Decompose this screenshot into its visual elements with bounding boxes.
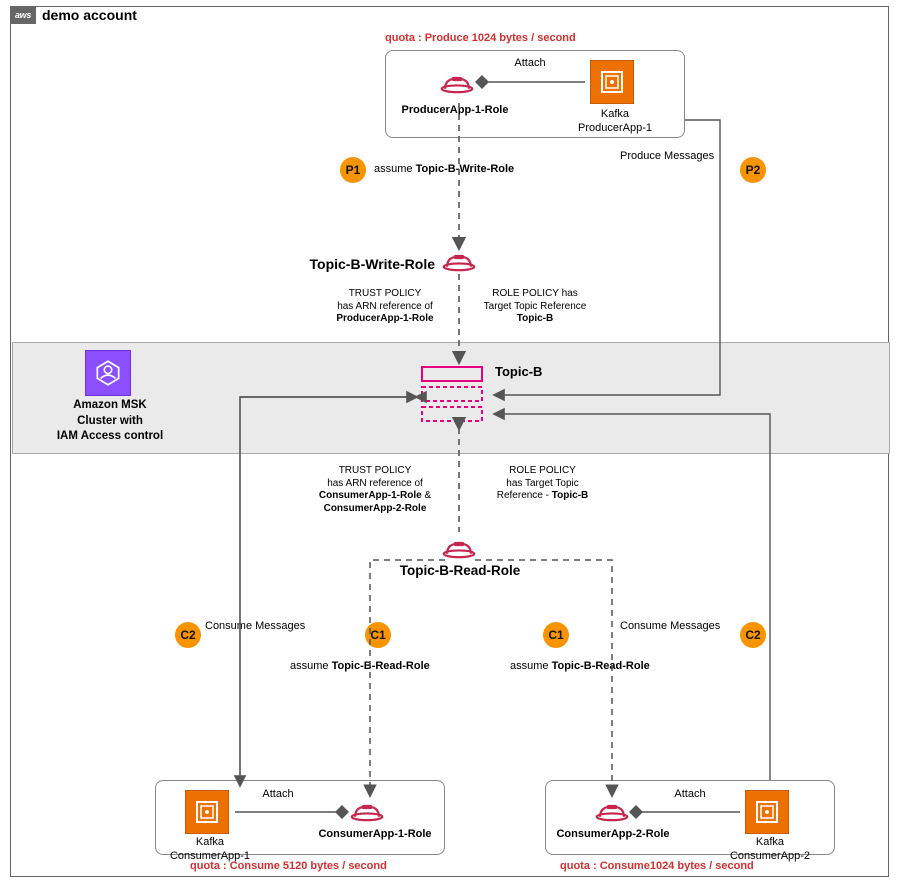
msk-service-icon — [85, 350, 131, 396]
wtp2: has ARN reference of — [337, 301, 433, 312]
topic-b-icon — [420, 365, 486, 428]
write-trust-policy: TRUST POLICY has ARN reference of Produc… — [320, 288, 450, 326]
msk2: Cluster with — [77, 415, 143, 427]
kafka-producer-label-1: Kafka — [601, 108, 629, 120]
assume-read-right-label: assume Topic-B-Read-Role — [510, 660, 690, 674]
rtp3b: ConsumerApp-2-Role — [324, 503, 427, 514]
msk-cluster-label: Amazon MSK Cluster with IAM Access contr… — [45, 398, 175, 445]
arr-p: assume — [510, 660, 552, 672]
step-c2-left: C2 — [175, 622, 201, 648]
arl-r: Topic-B-Read-Role — [332, 660, 430, 672]
producer-attach-label: Attach — [500, 57, 560, 71]
kafka-producer-app-icon — [590, 60, 634, 104]
account-title: demo account — [42, 7, 137, 23]
kafka-producer-label-2: ProducerApp-1 — [578, 122, 652, 134]
consumer2-quota-label: quota : Consume1024 bytes / second — [560, 860, 754, 872]
rrp1: ROLE POLICY — [509, 465, 576, 476]
topic-b-label: Topic-B — [495, 364, 542, 379]
producer-role-icon — [440, 70, 474, 97]
aws-badge-icon: aws — [10, 6, 36, 24]
msk3: IAM Access control — [57, 430, 163, 442]
read-role-title: Topic-B-Read-Role — [380, 563, 540, 580]
step-c2-right: C2 — [740, 622, 766, 648]
wrp1: ROLE POLICY has — [492, 288, 577, 299]
read-role-policy: ROLE POLICY has Target Topic Reference -… — [475, 465, 610, 503]
consumer2-role-icon — [595, 798, 629, 825]
write-role-icon — [442, 248, 476, 275]
kc1-1: Kafka — [196, 836, 224, 848]
producer-role-label: ProducerApp-1-Role — [395, 104, 515, 118]
write-role-policy: ROLE POLICY has Target Topic Reference T… — [470, 288, 600, 326]
consume-messages-left-label: Consume Messages — [205, 620, 325, 634]
step-c1-left: C1 — [365, 622, 391, 648]
wtp3: ProducerApp-1-Role — [336, 313, 433, 324]
rrp3: Reference - Topic-B — [497, 490, 589, 501]
kafka-consumer1-app-icon — [185, 790, 229, 834]
rtp1: TRUST POLICY — [339, 465, 412, 476]
kc2-1: Kafka — [756, 836, 784, 848]
arl-p: assume — [290, 660, 332, 672]
write-role-title: Topic-B-Write-Role — [270, 256, 435, 274]
rtp3a: ConsumerApp-1-Role — [319, 490, 422, 501]
consumer1-role-label: ConsumerApp-1-Role — [310, 828, 440, 842]
arr-r: Topic-B-Read-Role — [552, 660, 650, 672]
step-p2: P2 — [740, 157, 766, 183]
rtp2: has ARN reference of — [327, 478, 423, 489]
produce-messages-label: Produce Messages — [620, 150, 735, 164]
producer-quota-label: quota : Produce 1024 bytes / second — [385, 32, 576, 44]
step-c1-right: C1 — [543, 622, 569, 648]
rrp2: has Target Topic — [506, 478, 578, 489]
assume-read-left-label: assume Topic-B-Read-Role — [290, 660, 470, 674]
assume-write-role: Topic-B-Write-Role — [416, 163, 515, 175]
step-p1: P1 — [340, 157, 366, 183]
assume-write-label: assume Topic-B-Write-Role — [374, 163, 544, 177]
consumer2-attach-label: Attach — [660, 788, 720, 802]
consumer2-role-label: ConsumerApp-2-Role — [548, 828, 678, 842]
consumer1-attach-label: Attach — [248, 788, 308, 802]
kafka-consumer2-app-icon — [745, 790, 789, 834]
assume-write-prefix: assume — [374, 163, 416, 175]
rtpamp: & — [422, 490, 431, 501]
consumer1-quota-label: quota : Consume 5120 bytes / second — [190, 860, 387, 872]
read-role-icon — [442, 535, 476, 562]
wrp2: Target Topic Reference — [484, 301, 587, 312]
kafka-producer-label: Kafka ProducerApp-1 — [575, 108, 655, 136]
consumer1-role-icon — [350, 798, 384, 825]
wrp3: Topic-B — [517, 313, 553, 324]
read-trust-policy: TRUST POLICY has ARN reference of Consum… — [300, 465, 450, 515]
wtp1: TRUST POLICY — [349, 288, 422, 299]
msk1: Amazon MSK — [73, 399, 146, 411]
consume-messages-right-label: Consume Messages — [620, 620, 740, 634]
